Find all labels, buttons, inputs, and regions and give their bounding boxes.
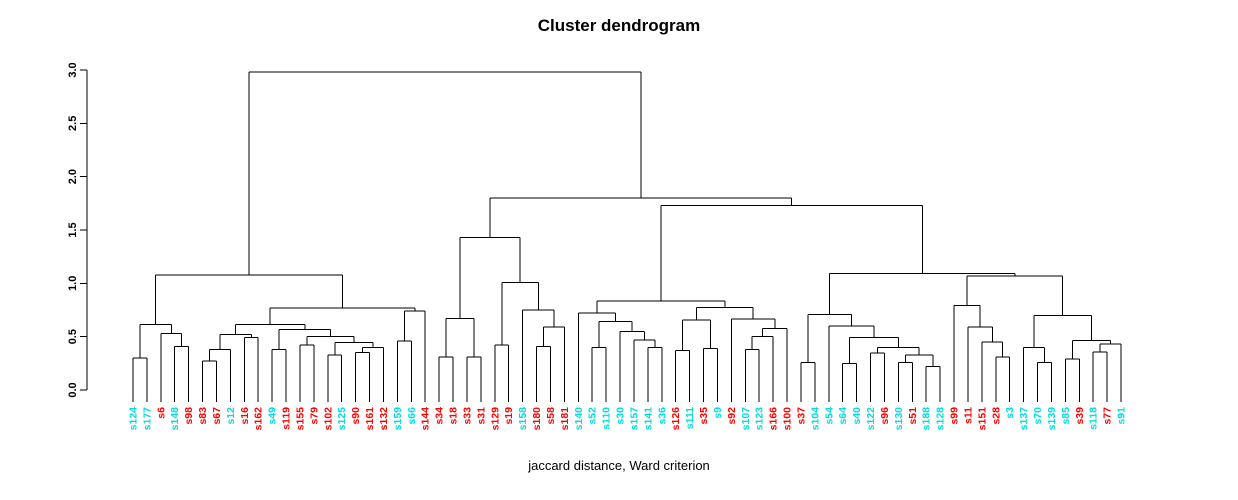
leaf-label: s128 bbox=[935, 407, 947, 431]
leaf-label: s155 bbox=[294, 407, 306, 431]
leaf-label: s181 bbox=[559, 407, 571, 431]
chart-title: Cluster dendrogram bbox=[537, 16, 701, 35]
leaf-label: s141 bbox=[642, 407, 654, 431]
leaf-label: s9 bbox=[712, 407, 724, 419]
leaf-label: s166 bbox=[768, 407, 780, 431]
leaf-label: s137 bbox=[1018, 407, 1030, 431]
leaf-label: s83 bbox=[197, 407, 209, 425]
leaf-label: s140 bbox=[573, 407, 585, 431]
leaf-label: s39 bbox=[1074, 407, 1086, 425]
leaf-label: s3 bbox=[1004, 407, 1016, 419]
leaf-label: s132 bbox=[378, 407, 390, 431]
leaf-label: s126 bbox=[670, 407, 682, 431]
leaf-label: s129 bbox=[489, 407, 501, 431]
leaf-label: s130 bbox=[893, 407, 905, 431]
leaf-label: s58 bbox=[545, 407, 557, 425]
leaf-label: s119 bbox=[281, 407, 293, 430]
leaf-label: s30 bbox=[615, 407, 627, 425]
leaf-label: s12 bbox=[225, 407, 237, 425]
leaf-label: s139 bbox=[1046, 407, 1058, 431]
leaf-label: s70 bbox=[1032, 407, 1044, 425]
leaf-label: s35 bbox=[698, 407, 710, 425]
y-axis-tick-label: 1.0 bbox=[67, 276, 79, 291]
y-axis-tick-label: 0.5 bbox=[67, 329, 79, 344]
leaf-label: s64 bbox=[837, 407, 849, 425]
leaf-label: s37 bbox=[795, 407, 807, 425]
leaf-label: s6 bbox=[155, 407, 167, 419]
leaf-label: s102 bbox=[322, 407, 334, 431]
leaf-label: s188 bbox=[921, 407, 933, 431]
leaf-label: s157 bbox=[628, 407, 640, 431]
leaf-label: s107 bbox=[740, 407, 752, 431]
leaf-label: s49 bbox=[267, 407, 279, 425]
leaf-label: s111 bbox=[684, 407, 696, 429]
leaf-label: s177 bbox=[141, 407, 153, 431]
leaf-label: s110 bbox=[601, 407, 613, 430]
leaf-label: s159 bbox=[392, 407, 404, 431]
leaf-label: s34 bbox=[434, 407, 446, 425]
leaf-label: s40 bbox=[851, 407, 863, 425]
leaf-label: s98 bbox=[183, 407, 195, 425]
y-axis-tick-label: 0.0 bbox=[67, 382, 79, 397]
leaf-label: s66 bbox=[406, 407, 418, 425]
leaf-label: s96 bbox=[879, 407, 891, 425]
y-axis-tick-label: 2.5 bbox=[67, 116, 79, 131]
leaf-label: s33 bbox=[461, 407, 473, 425]
leaf-label: s161 bbox=[364, 407, 376, 431]
leaf-label: s123 bbox=[754, 407, 766, 431]
leaf-label: s31 bbox=[475, 407, 487, 425]
leaf-label: s54 bbox=[823, 407, 835, 425]
leaf-label: s148 bbox=[169, 407, 181, 431]
leaf-label: s36 bbox=[656, 407, 668, 425]
leaf-label: s162 bbox=[253, 407, 265, 431]
y-axis-tick-label: 1.5 bbox=[67, 222, 79, 237]
leaf-label: s104 bbox=[809, 407, 821, 431]
leaf-label: s79 bbox=[308, 407, 320, 425]
leaf-label: s28 bbox=[990, 407, 1002, 425]
leaf-label: s100 bbox=[782, 407, 794, 431]
leaf-label: s99 bbox=[949, 407, 961, 425]
leaf-label: s122 bbox=[865, 407, 877, 431]
leaf-label: s118 bbox=[1088, 407, 1100, 430]
y-axis-tick-label: 3.0 bbox=[67, 62, 79, 77]
leaf-label: s91 bbox=[1116, 407, 1128, 425]
y-axis-tick-label: 2.0 bbox=[67, 169, 79, 184]
leaf-label: s85 bbox=[1060, 407, 1072, 425]
leaf-label: s180 bbox=[531, 407, 543, 431]
leaf-label: s90 bbox=[350, 407, 362, 425]
leaf-label: s151 bbox=[976, 407, 988, 431]
leaf-label: s18 bbox=[448, 407, 460, 425]
leaf-label: s52 bbox=[587, 407, 599, 425]
leaf-label: s92 bbox=[726, 407, 738, 425]
leaf-label: s124 bbox=[128, 407, 140, 431]
chart-caption: jaccard distance, Ward criterion bbox=[528, 458, 710, 473]
leaf-label: s77 bbox=[1102, 407, 1114, 425]
leaf-label: s19 bbox=[503, 407, 515, 425]
leaf-label: s51 bbox=[907, 407, 919, 425]
leaf-label: s125 bbox=[336, 407, 348, 431]
leaf-label: s144 bbox=[420, 407, 432, 431]
leaf-label: s11 bbox=[962, 407, 974, 424]
leaf-label: s158 bbox=[517, 407, 529, 431]
leaf-label: s16 bbox=[239, 407, 251, 425]
leaf-label: s67 bbox=[211, 407, 223, 425]
